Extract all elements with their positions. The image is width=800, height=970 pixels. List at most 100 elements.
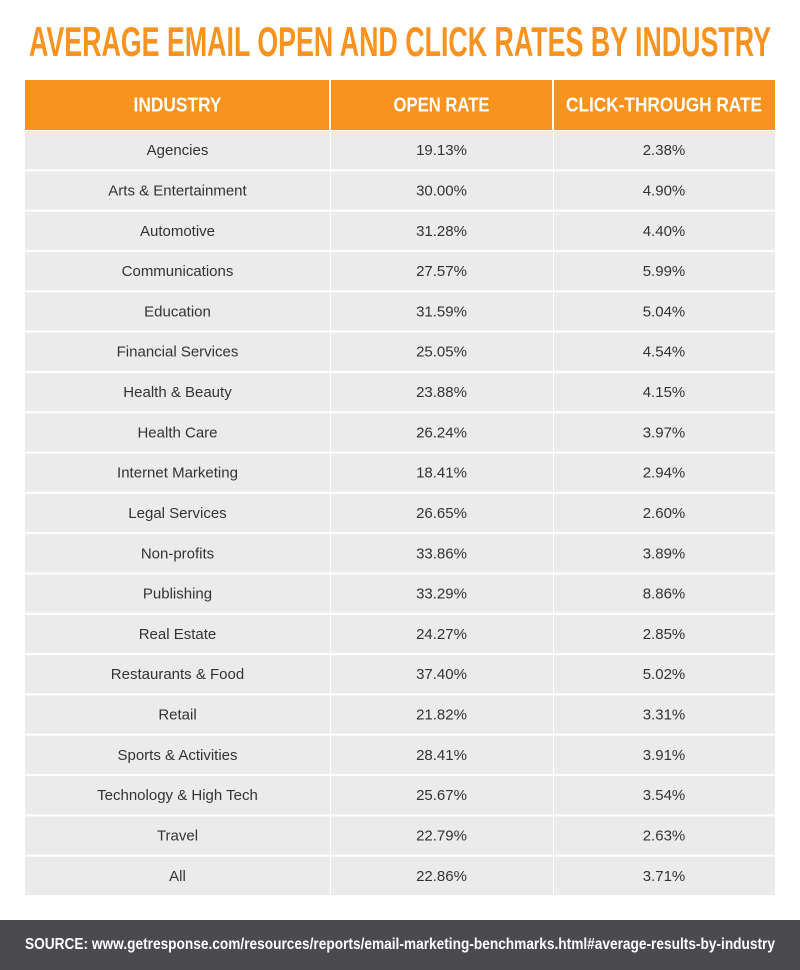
rate-value: 22.79% [416, 827, 467, 844]
table-cell [554, 413, 775, 452]
title: AVERAGE EMAIL OPEN AND CLICK RATES BY IN… [29, 18, 771, 65]
table-cell [331, 332, 553, 371]
rate-value: 4.90% [643, 182, 686, 199]
table-cell [554, 332, 775, 371]
rate-value: 22.86% [416, 868, 467, 885]
table-cell [554, 776, 775, 815]
industry-name: Agencies [147, 142, 209, 159]
table-cell [331, 816, 553, 855]
table-cell [331, 131, 553, 170]
table-cell [331, 453, 553, 492]
table-cell [25, 776, 330, 815]
table-cell [25, 372, 330, 412]
rate-value: 30.00% [416, 182, 467, 199]
industry-name: Communications [122, 263, 234, 280]
table-cell [331, 695, 553, 734]
industry-name: All [169, 868, 186, 885]
table-cell [331, 413, 553, 452]
rate-value: 2.85% [643, 626, 686, 643]
rate-value: 3.54% [643, 787, 686, 804]
rate-value: 37.40% [416, 666, 467, 683]
header-row [25, 80, 775, 130]
rate-value: 5.04% [643, 303, 686, 320]
table-cell [25, 816, 330, 855]
industry-name: Education [144, 303, 211, 320]
rate-value: 25.67% [416, 787, 467, 804]
rate-value: 2.60% [643, 505, 686, 522]
table-cell [331, 493, 553, 533]
rate-value: 3.89% [643, 545, 686, 562]
rate-value: 26.65% [416, 505, 467, 522]
column-header: CLICK-THROUGH RATE [566, 94, 762, 116]
rate-value: 27.57% [416, 263, 467, 280]
table-cell [554, 493, 775, 533]
industry-name: Restaurants & Food [111, 666, 244, 683]
industry-name: Travel [157, 827, 198, 844]
table-cell [25, 856, 330, 895]
table-cell [554, 171, 775, 210]
industry-name: Real Estate [139, 626, 217, 643]
footer [0, 920, 800, 970]
industry-name: Automotive [140, 223, 215, 240]
table-cell [554, 251, 775, 291]
table-cell [331, 292, 553, 331]
industry-name: Technology & High Tech [97, 787, 258, 804]
table-cell [331, 574, 553, 613]
table-cell [25, 735, 330, 775]
rate-value: 18.41% [416, 465, 467, 482]
rate-value: 24.27% [416, 626, 467, 643]
table-cell [25, 413, 330, 452]
rate-value: 3.91% [643, 747, 686, 764]
table-cell [25, 332, 330, 371]
table-cell [25, 251, 330, 291]
table-cell [554, 856, 775, 895]
table-cell [554, 655, 775, 694]
table-cell [25, 493, 330, 533]
table-cell [25, 655, 330, 694]
table-cell [554, 372, 775, 412]
table-cell [331, 171, 553, 210]
table-cell [554, 131, 775, 170]
rate-value: 2.38% [643, 142, 686, 159]
rate-value: 2.63% [643, 827, 686, 844]
table-cell [25, 453, 330, 492]
rate-value: 25.05% [416, 344, 467, 361]
industry-name: Arts & Entertainment [108, 182, 247, 199]
industry-name: Non-profits [141, 545, 214, 562]
table-cell [554, 614, 775, 654]
rate-value: 2.94% [643, 465, 686, 482]
column-header: OPEN RATE [394, 94, 490, 116]
table-cell [25, 695, 330, 734]
rate-value: 26.24% [416, 424, 467, 441]
column-header: INDUSTRY [134, 94, 223, 116]
industry-name: Retail [158, 707, 196, 724]
industry-name: Publishing [143, 586, 212, 603]
table-cell [331, 735, 553, 775]
table-cell [331, 534, 553, 573]
table-cell [331, 655, 553, 694]
table-cell [331, 776, 553, 815]
table-cell [25, 131, 330, 170]
rate-value: 19.13% [416, 142, 467, 159]
table-cell [25, 292, 330, 331]
table-cell [25, 534, 330, 573]
table-cell [554, 816, 775, 855]
source-url: www.getresponse.com/resources/reports/em… [91, 936, 775, 953]
rate-value: 4.15% [643, 384, 686, 401]
table-cell [331, 856, 553, 895]
rate-value: 3.71% [643, 868, 686, 885]
rate-value: 23.88% [416, 384, 467, 401]
rate-value: 8.86% [643, 586, 686, 603]
industry-name: Health Care [137, 424, 217, 441]
table-cell [554, 211, 775, 250]
table-cell [554, 695, 775, 734]
industry-name: Legal Services [128, 505, 226, 522]
table-cell [331, 614, 553, 654]
source: SOURCE: www.getresponse.com/resources/re… [25, 936, 775, 953]
industry-name: Internet Marketing [117, 465, 238, 482]
rate-value: 31.59% [416, 303, 467, 320]
table-cell [554, 292, 775, 331]
table-cell [25, 211, 330, 250]
